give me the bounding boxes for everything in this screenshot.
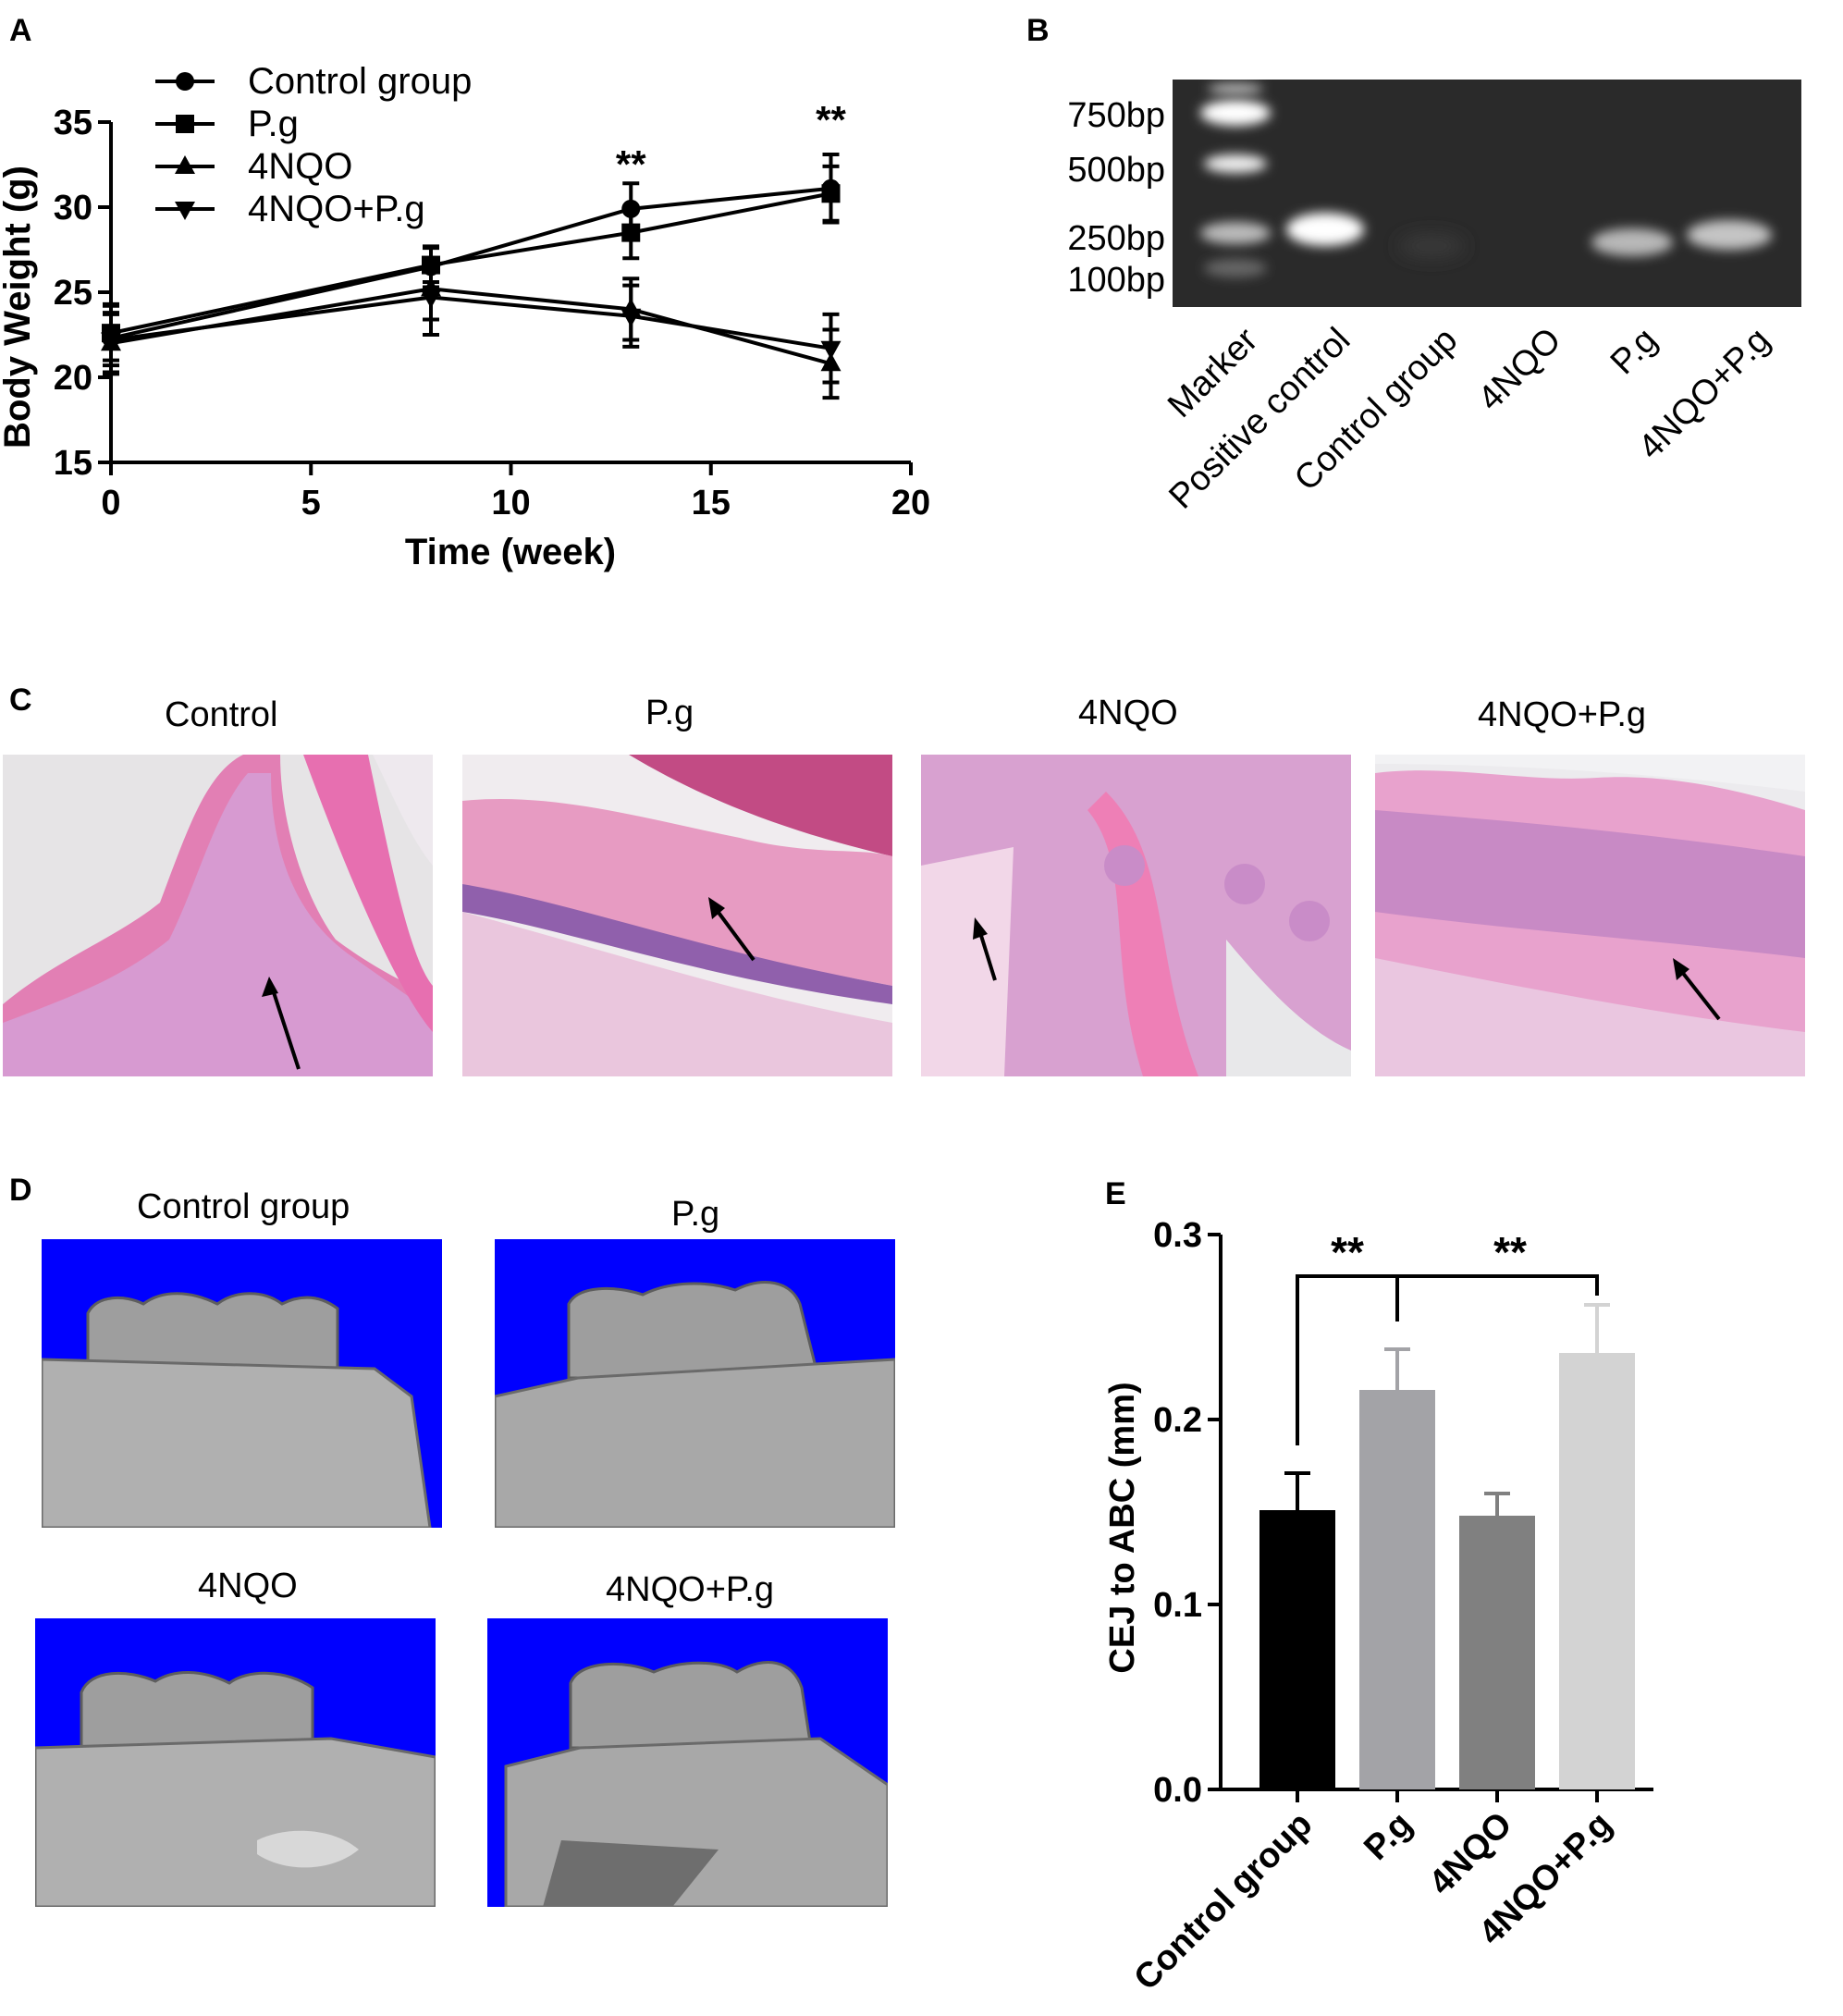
x-tick-label: 10 — [491, 484, 530, 522]
marker-250bp: 250bp — [1067, 219, 1165, 258]
y-tick-label: 15 — [54, 444, 92, 483]
legend-label: 4NQO+P.g — [248, 189, 425, 229]
microct-image-control-group — [42, 1239, 442, 1528]
x-tick-label: 0 — [101, 484, 120, 522]
histology-image-4nqo — [921, 755, 1351, 1076]
significance-mark: ** — [616, 142, 646, 186]
lane-label-pg: P.g — [1603, 321, 1665, 383]
data-point — [621, 223, 641, 242]
bar — [1359, 1390, 1435, 1789]
y-axis-label: Body Weight (g) — [0, 166, 38, 449]
histology-image-4nqo-pg — [1375, 755, 1805, 1076]
series-line — [110, 295, 831, 350]
histology-title-control: Control — [165, 695, 278, 734]
histology-title-pg: P.g — [645, 694, 694, 732]
y-tick-label: 0.1 — [1153, 1586, 1202, 1625]
x-axis-label: Time (week) — [405, 532, 616, 572]
significance-bracket — [1296, 1274, 1599, 1445]
panel-label-e: E — [1105, 1176, 1126, 1211]
legend-label: P.g — [248, 104, 299, 144]
gel-lane-labels: Marker Positive control Control group 4N… — [1161, 320, 1777, 516]
series-line — [110, 287, 832, 366]
histology-title-4nqo-pg: 4NQO+P.g — [1478, 695, 1647, 734]
gel-electrophoresis-image — [1173, 80, 1801, 307]
y-tick-label: 30 — [54, 189, 92, 227]
data-point — [821, 184, 841, 203]
body-weight-line-chart: 15 20 25 30 35 0 5 10 15 20 ** ** Control groupP.g… — [0, 61, 930, 572]
series-triangle-down — [101, 258, 842, 385]
lane-label-4nqo: 4NQO — [1471, 321, 1569, 419]
x-tick-label: P.g — [1357, 1805, 1419, 1868]
gel-marker-labels: 750bp 500bp 250bp 100bp — [1036, 74, 1165, 314]
marker-100bp: 100bp — [1067, 261, 1165, 300]
data-point — [101, 332, 121, 351]
panel-label-d: D — [9, 1173, 32, 1208]
y-tick-label: 35 — [54, 104, 92, 142]
band-pg — [1591, 228, 1673, 256]
marker-750bp: 750bp — [1067, 96, 1165, 135]
panel-label-a: A — [9, 13, 32, 48]
legend-marker — [175, 155, 195, 174]
significance-mark: ** — [1493, 1228, 1527, 1276]
panel-label-c: C — [9, 682, 32, 718]
microct-title-4nqo-pg: 4NQO+P.g — [606, 1570, 775, 1609]
legend-label: 4NQO — [248, 146, 352, 187]
data-point — [620, 308, 642, 327]
series-circle — [102, 152, 841, 375]
microct-image-pg — [495, 1239, 895, 1528]
x-tick-label: 20 — [891, 484, 930, 522]
marker-band-top — [1208, 83, 1263, 94]
y-tick-label: 0.0 — [1153, 1771, 1202, 1810]
legend-marker — [176, 115, 194, 133]
legend-marker — [175, 202, 195, 220]
microct-title-pg: P.g — [671, 1195, 720, 1234]
histology-image-control — [3, 755, 433, 1076]
y-axis-label: CEJ to ABC (mm) — [1103, 1382, 1142, 1673]
y-tick-label: 0.3 — [1153, 1216, 1202, 1255]
marker-band-250 — [1200, 222, 1271, 244]
x-tick-label: 5 — [301, 484, 321, 522]
histology-image-pg — [462, 755, 892, 1076]
bar — [1459, 1516, 1535, 1789]
legend-marker — [176, 72, 194, 91]
data-point — [421, 289, 441, 309]
panel-label-b: B — [1026, 13, 1050, 48]
series-line — [110, 191, 831, 336]
significance-mark: ** — [816, 98, 846, 141]
histology-title-4nqo: 4NQO — [1078, 694, 1178, 732]
bar — [1559, 1353, 1635, 1789]
microct-title-control-group: Control group — [137, 1187, 350, 1226]
significance-mark: ** — [1331, 1228, 1364, 1276]
x-tick-label: Control group — [1127, 1805, 1321, 1998]
microct-image-4nqo-pg — [487, 1618, 888, 1907]
marker-band-750 — [1200, 100, 1271, 126]
cej-abc-bar-chart: 0.00.10.20.3 Control group P.g 4NQO4NQO+P.… — [1103, 1216, 1653, 1998]
x-tick-label: 4NQO — [1422, 1805, 1520, 1903]
y-tick-label: 25 — [54, 274, 92, 313]
bar — [1259, 1510, 1335, 1789]
gel-background — [1173, 80, 1801, 307]
series-line — [110, 186, 831, 340]
microct-title-4nqo: 4NQO — [198, 1567, 298, 1605]
marker-band-500 — [1204, 154, 1267, 173]
data-point — [820, 340, 842, 360]
y-tick-label: 0.2 — [1153, 1401, 1202, 1440]
band-control-group — [1398, 235, 1465, 257]
y-tick-label: 20 — [54, 359, 92, 398]
marker-500bp: 500bp — [1067, 151, 1165, 190]
legend-label: Control group — [248, 61, 472, 102]
band-4nqo-pg — [1687, 220, 1772, 250]
band-positive-control — [1286, 213, 1364, 246]
x-tick-label: 15 — [692, 484, 731, 522]
microct-image-4nqo — [35, 1618, 436, 1907]
marker-band-100 — [1204, 259, 1267, 277]
